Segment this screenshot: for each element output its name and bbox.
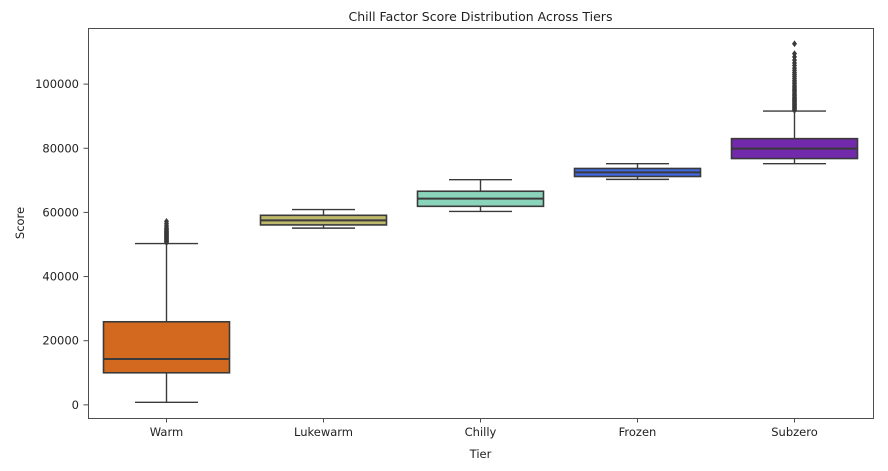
x-tick-label-warm: Warm [150,425,183,439]
x-tick-label-chilly: Chilly [465,425,497,439]
y-tick-label: 0 [72,398,79,412]
chart-title: Chill Factor Score Distribution Across T… [348,9,613,24]
y-tick-label: 60000 [42,205,79,219]
x-tick-label-frozen: Frozen [619,425,657,439]
outlier-diamond-subzero [792,40,797,48]
x-axis-label: Tier [469,447,492,461]
x-tick-label-lukewarm: Lukewarm [294,425,353,439]
y-tick-label: 20000 [42,334,79,348]
x-tick-label-subzero: Subzero [771,425,818,439]
y-tick-label: 100000 [35,77,79,91]
box-warm [102,320,231,374]
outlier-diamond-subzero [792,50,797,58]
y-axis-label: Score [13,206,27,240]
y-tick-label: 80000 [42,141,79,155]
y-tick-label: 40000 [42,270,79,284]
outlier-diamond-warm [164,217,169,225]
